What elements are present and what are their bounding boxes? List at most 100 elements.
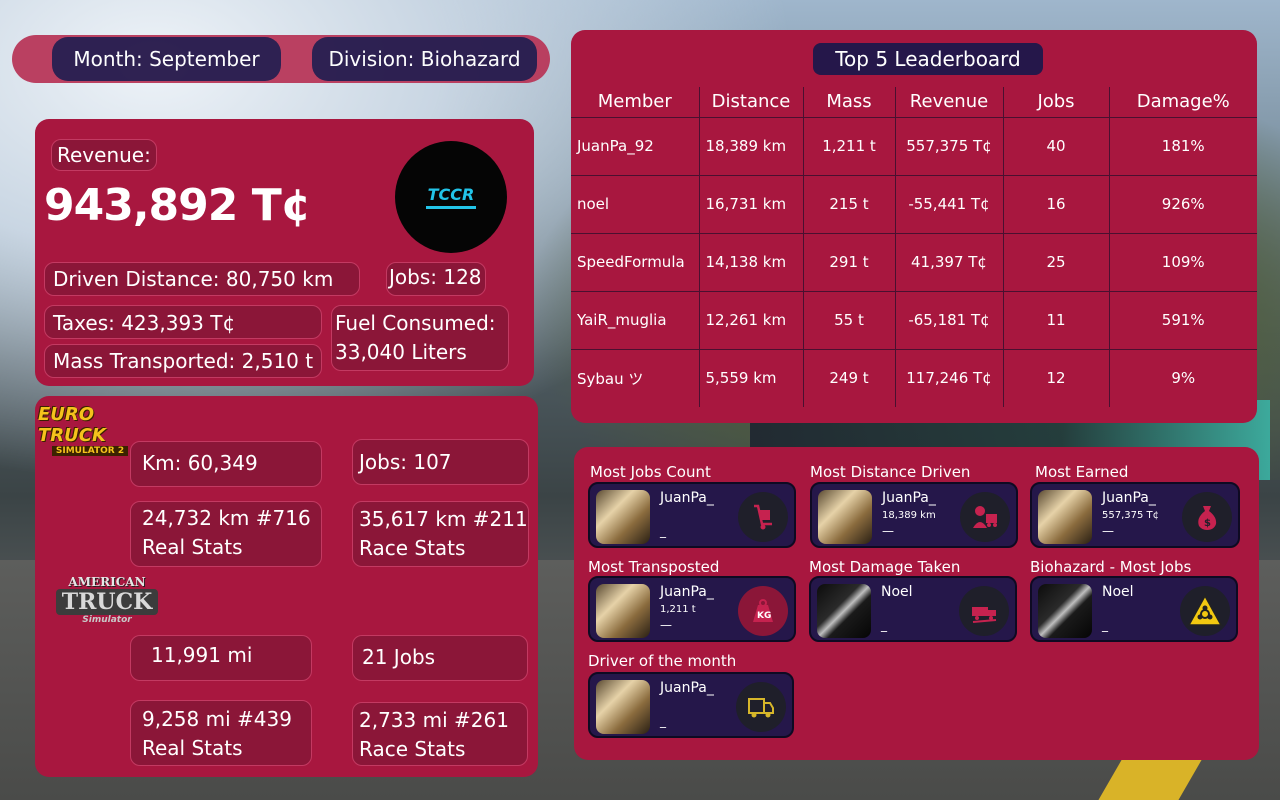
revenue-label-pill [51, 139, 157, 171]
cell-member: noel [571, 174, 699, 233]
cell-revenue: -55,441 T¢ [894, 174, 1003, 233]
award-title-driver-of-month: Driver of the month [588, 652, 737, 670]
ets2-jobs: Jobs: 107 [359, 450, 452, 474]
driven-distance: Driven Distance: 80,750 km [53, 267, 334, 291]
ats-logo-line3: Simulator [82, 615, 132, 625]
award-title-biohazard: Biohazard - Most Jobs [1030, 558, 1192, 576]
award-card-most-damage: Noel _ [809, 576, 1017, 642]
ats-jobs-pill [352, 635, 528, 681]
cell-member: YaiR_muglia [571, 290, 699, 349]
taxes: Taxes: 423,393 T¢ [53, 311, 236, 335]
award-value: 1,211 t [660, 604, 696, 615]
cell-damage: 591% [1108, 290, 1257, 349]
cell-revenue: 557,375 T¢ [894, 116, 1003, 175]
avatar [596, 680, 650, 734]
cell-member: Sybau ツ [571, 348, 699, 407]
cell-distance: 12,261 km [698, 290, 803, 349]
leaderboard-header-row: Member Distance Mass Revenue Jobs Damage… [571, 87, 1257, 118]
ets2-race-pill [352, 501, 529, 567]
award-name: JuanPa_ [660, 490, 714, 506]
award-dash: _ [881, 618, 887, 632]
driven-distance-pill [44, 262, 360, 296]
award-title-most-damage: Most Damage Taken [809, 558, 961, 576]
ets2-logo: EURO TRUCK SIMULATOR 2 [38, 404, 142, 456]
cell-revenue: 41,397 T¢ [894, 232, 1003, 291]
award-dash: — [882, 524, 894, 538]
award-dash: _ [660, 714, 666, 728]
avatar [596, 584, 650, 638]
cell-jobs: 11 [1002, 290, 1109, 349]
table-row: YaiR_muglia 12,261 km 55 t -65,181 T¢ 11… [571, 290, 1257, 349]
cell-member: SpeedFormula [571, 232, 699, 291]
revenue-label: Revenue: [57, 143, 151, 167]
cell-mass: 215 t [802, 174, 895, 233]
revenue-value: 943,892 T¢ [44, 180, 311, 231]
cell-mass: 55 t [802, 290, 895, 349]
award-value: 18,389 km [882, 510, 936, 521]
ats-real-pill [130, 700, 312, 766]
fuel-pill [331, 305, 509, 371]
cell-mass: 291 t [802, 232, 895, 291]
fuel-consumed-value: 33,040 Liters [335, 340, 467, 364]
division-badge: Division: Biohazard [312, 37, 537, 81]
cell-mass: 1,211 t [802, 116, 895, 175]
cell-jobs: 25 [1002, 232, 1109, 291]
award-dash: _ [660, 524, 666, 538]
award-card-most-transported: JuanPa_ 1,211 t — KG [588, 576, 796, 642]
ats-logo-line2: TRUCK [55, 589, 159, 615]
cell-distance: 5,559 km [698, 348, 803, 407]
hand-truck-icon [738, 492, 788, 542]
award-card-biohazard: Noel _ [1030, 576, 1238, 642]
cell-jobs: 40 [1002, 116, 1109, 175]
delivery-truck-icon [736, 682, 786, 732]
cell-mass: 249 t [802, 348, 895, 407]
col-member: Member [571, 87, 699, 118]
weight-icon: KG [738, 586, 788, 636]
ets2-logo-line1: EURO TRUCK [38, 404, 106, 446]
cell-revenue: -65,181 T¢ [894, 290, 1003, 349]
ats-race-pill [352, 702, 528, 766]
cell-distance: 14,138 km [698, 232, 803, 291]
mass-pill [44, 344, 322, 378]
ets2-race-value: 35,617 km #211 [359, 507, 528, 531]
award-card-most-earned: JuanPa_ 557,375 T¢ — $ [1030, 482, 1240, 548]
biohazard-icon [1180, 586, 1230, 636]
leaderboard-table: Member Distance Mass Revenue Jobs Damage… [571, 87, 1257, 407]
ets2-real-pill [130, 501, 322, 567]
ats-race-value: 2,733 mi #261 [359, 708, 509, 732]
col-distance: Distance [698, 87, 803, 118]
month-badge: Month: September [52, 37, 281, 81]
award-title-most-distance: Most Distance Driven [810, 463, 971, 481]
award-value: 557,375 T¢ [1102, 510, 1160, 521]
cell-damage: 109% [1108, 232, 1257, 291]
award-title-most-jobs: Most Jobs Count [590, 463, 711, 481]
col-revenue: Revenue [894, 87, 1003, 118]
ets2-race-label: Race Stats [359, 536, 466, 560]
col-jobs: Jobs [1002, 87, 1109, 118]
tccr-logo-text: TCCR [427, 185, 475, 204]
award-name: JuanPa_ [882, 490, 936, 506]
mass-transported: Mass Transported: 2,510 t [53, 349, 314, 373]
month-label: Month: September [73, 47, 260, 71]
cell-damage: 926% [1108, 174, 1257, 233]
award-card-driver-of-month: JuanPa_ _ [588, 672, 794, 738]
col-mass: Mass [802, 87, 895, 118]
ats-logo: AMERICAN TRUCK Simulator [42, 572, 172, 628]
money-bag-icon: $ [1182, 492, 1232, 542]
ats-jobs: 21 Jobs [362, 645, 436, 669]
award-title-most-transported: Most Transposted [588, 558, 720, 576]
avatar [817, 584, 871, 638]
cell-distance: 18,389 km [698, 116, 803, 175]
cell-revenue: 117,246 T¢ [894, 348, 1003, 407]
driver-truck-icon [960, 492, 1010, 542]
fuel-consumed-label: Fuel Consumed: [335, 311, 496, 335]
avatar [818, 490, 872, 544]
ats-logo-line1: AMERICAN [68, 575, 146, 589]
award-name: JuanPa_ [1102, 490, 1156, 506]
col-damage: Damage% [1108, 87, 1257, 118]
table-row: JuanPa_92 18,389 km 1,211 t 557,375 T¢ 4… [571, 116, 1257, 175]
award-dash: — [1102, 524, 1114, 538]
ets2-km: Km: 60,349 [142, 451, 258, 475]
ats-real-label: Real Stats [142, 736, 243, 760]
ets2-real-value: 24,732 km #716 [142, 506, 311, 530]
